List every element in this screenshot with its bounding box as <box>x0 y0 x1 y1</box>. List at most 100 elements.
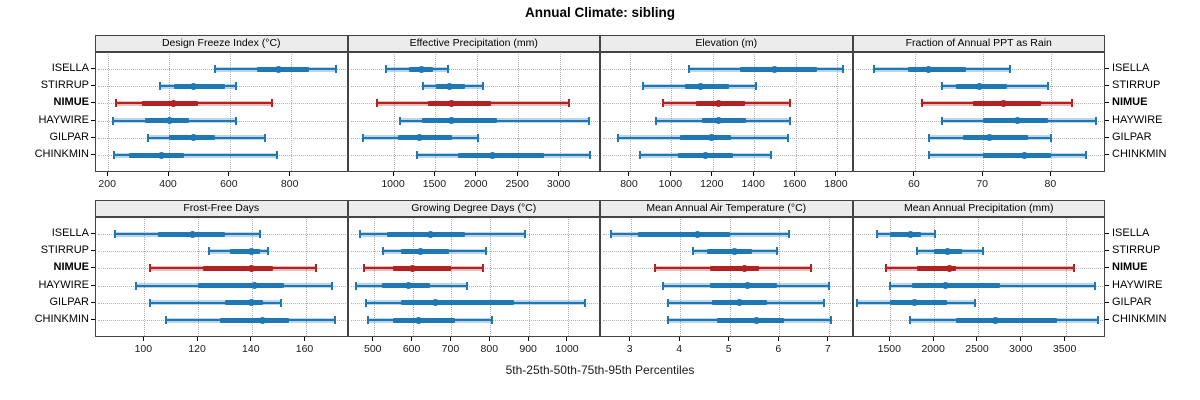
axis-tick <box>372 337 374 341</box>
whisker-cap-95th <box>775 247 778 256</box>
whisker-cap-95th <box>524 230 527 238</box>
axis-tick <box>1020 337 1022 341</box>
interquartile-segment <box>129 152 185 158</box>
whisker-cap-95th <box>1072 264 1075 273</box>
gridline-v <box>680 219 682 336</box>
category-label-nimue: NIMUE <box>1112 96 1148 109</box>
category-tick <box>91 68 95 69</box>
median-dot <box>432 299 440 307</box>
category-tick <box>1105 68 1109 69</box>
gridline-v <box>630 219 632 336</box>
whisker-cap-5th <box>876 230 879 238</box>
gridline-v <box>451 219 453 336</box>
median-dot <box>942 282 950 290</box>
gridline-v <box>754 54 756 171</box>
median-dot <box>741 264 749 272</box>
median-dot <box>731 247 739 255</box>
median-dot <box>715 117 723 125</box>
axis-tick-label: 1500 <box>877 343 901 355</box>
gridline-h <box>350 285 598 287</box>
whisker-cap-5th <box>661 281 664 290</box>
whisker-cap-95th <box>276 151 278 159</box>
axis-tick-label: 2000 <box>464 178 488 190</box>
whisker-cap-5th <box>164 316 167 324</box>
whisker-cap-5th <box>687 65 690 73</box>
gridline-v <box>712 54 714 171</box>
axis-tick-label: 800 <box>280 178 299 190</box>
gridline-v <box>671 54 673 171</box>
interquartile-segment <box>400 248 450 254</box>
axis-tick-label: 900 <box>519 343 537 355</box>
axis-tick-label: 120 <box>188 343 206 355</box>
whisker-cap-5th <box>415 151 418 159</box>
panel-strip-mean-annual-precipitation-mm: Mean Annual Precipitation (mm) <box>852 200 1105 217</box>
whisker-cap-95th <box>331 281 334 290</box>
axis-tick-label: 700 <box>441 343 460 355</box>
whisker-cap-5th <box>366 316 369 324</box>
whisker-cap-95th <box>842 65 845 73</box>
axis-tick <box>827 337 829 341</box>
whisker-cap-95th <box>482 82 485 91</box>
category-label-isella: ISELLA <box>1112 227 1150 239</box>
median-dot <box>275 65 283 73</box>
whisker-cap-5th <box>889 281 892 290</box>
whisker-line <box>149 301 282 304</box>
panel-strip-frost-free-days: Frost-Free Days <box>95 200 348 217</box>
axis-tick-label: 3000 <box>1009 343 1033 355</box>
median-dot <box>414 316 422 324</box>
whisker-cap-5th <box>856 298 858 307</box>
whisker-cap-95th <box>485 247 488 256</box>
interquartile-segment <box>962 135 1028 141</box>
panel-strip-fraction-of-annual-ppt-as-rain: Fraction of Annual PPT as Rain <box>852 35 1105 52</box>
axis-tick <box>711 172 713 176</box>
axis-tick-label: 2500 <box>505 178 529 190</box>
gridline-v <box>914 54 916 171</box>
gridline-v <box>836 54 838 171</box>
gridline-h <box>855 234 1103 235</box>
gridline-v <box>169 54 170 171</box>
whisker-cap-5th <box>609 230 612 238</box>
category-label-haywire: HAYWIRE <box>38 113 89 126</box>
gridline-v <box>198 219 200 336</box>
category-tick <box>1105 319 1109 320</box>
whisker-cap-95th <box>446 65 449 73</box>
whisker-cap-95th <box>982 247 985 256</box>
axis-tick-label: 5 <box>725 343 732 355</box>
category-tick <box>91 119 95 121</box>
axis-tick-label: 70 <box>976 178 988 190</box>
interquartile-segment <box>717 317 785 323</box>
interquartile-segment <box>972 100 1042 106</box>
axis-tick-label: 800 <box>480 343 499 355</box>
whisker-cap-95th <box>1009 65 1012 73</box>
interquartile-segment <box>890 231 921 237</box>
whisker-cap-95th <box>588 116 591 125</box>
category-tick <box>91 85 95 87</box>
axis-tick-label: 1000 <box>381 178 405 190</box>
whisker-cap-95th <box>1050 133 1053 142</box>
whisker-cap-95th <box>1097 316 1100 324</box>
category-label-haywire: HAYWIRE <box>38 278 89 291</box>
whisker-cap-5th <box>359 230 362 238</box>
whisker-cap-95th <box>1094 116 1097 125</box>
panel-strip-growing-degree-days-c: Growing Degree Days (°C) <box>347 200 600 217</box>
median-dot <box>489 151 497 159</box>
whisker-cap-5th <box>114 99 117 108</box>
category-tick <box>1105 136 1109 138</box>
axis-tick-label: 6 <box>775 343 782 355</box>
axis-tick <box>411 337 413 341</box>
whisker-cap-5th <box>639 151 642 159</box>
whisker-cap-95th <box>263 133 266 142</box>
gridline-v <box>1065 219 1067 336</box>
median-dot <box>1020 151 1028 159</box>
gridline-v <box>476 54 478 171</box>
category-label-stirrup: STIRRUP <box>40 244 89 257</box>
whisker-cap-95th <box>755 82 758 91</box>
median-dot <box>945 264 953 272</box>
gridline-v <box>559 54 561 171</box>
category-tick <box>91 136 95 138</box>
interquartile-segment <box>912 283 1000 289</box>
axis-tick <box>449 337 451 341</box>
category-tick <box>91 319 95 320</box>
interquartile-segment <box>393 317 456 323</box>
whisker-cap-5th <box>691 247 694 256</box>
